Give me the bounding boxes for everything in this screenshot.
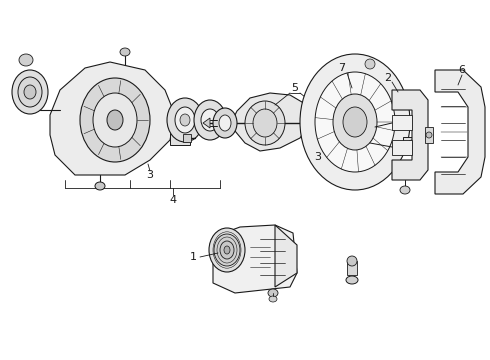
Ellipse shape (300, 54, 410, 190)
Ellipse shape (426, 132, 432, 138)
Ellipse shape (253, 109, 277, 137)
Ellipse shape (269, 296, 277, 302)
Polygon shape (50, 62, 175, 175)
Ellipse shape (107, 110, 123, 130)
Ellipse shape (315, 72, 395, 172)
Ellipse shape (209, 228, 245, 272)
Ellipse shape (224, 246, 230, 254)
Ellipse shape (19, 54, 33, 66)
Bar (183, 134, 191, 142)
Bar (392, 140, 412, 155)
Text: 6: 6 (459, 65, 466, 75)
Polygon shape (170, 130, 190, 145)
Ellipse shape (175, 107, 195, 133)
Bar (392, 115, 412, 130)
Polygon shape (203, 118, 210, 128)
Polygon shape (213, 225, 297, 293)
Polygon shape (230, 93, 310, 151)
Text: 7: 7 (339, 63, 345, 73)
Ellipse shape (93, 93, 137, 147)
Ellipse shape (220, 241, 234, 259)
Ellipse shape (213, 108, 237, 138)
Ellipse shape (268, 289, 278, 297)
Polygon shape (435, 70, 485, 194)
Ellipse shape (95, 182, 105, 190)
Ellipse shape (365, 59, 375, 69)
Polygon shape (392, 90, 428, 180)
Ellipse shape (12, 70, 48, 114)
Ellipse shape (194, 100, 226, 140)
Ellipse shape (18, 77, 42, 107)
Text: 1: 1 (190, 252, 196, 262)
Ellipse shape (346, 276, 358, 284)
Ellipse shape (80, 78, 150, 162)
Ellipse shape (120, 48, 130, 56)
Text: 3: 3 (147, 170, 153, 180)
Text: 2: 2 (385, 73, 392, 83)
Text: 4: 4 (170, 195, 176, 205)
Bar (425, 127, 433, 143)
Polygon shape (275, 225, 297, 287)
Ellipse shape (180, 114, 190, 126)
Ellipse shape (400, 186, 410, 194)
Ellipse shape (408, 140, 416, 148)
Ellipse shape (24, 85, 36, 99)
Ellipse shape (245, 101, 285, 145)
Polygon shape (403, 137, 420, 152)
Ellipse shape (314, 115, 326, 131)
Text: 3: 3 (315, 152, 321, 162)
Ellipse shape (219, 115, 231, 131)
Ellipse shape (343, 107, 367, 137)
Ellipse shape (214, 234, 240, 266)
Ellipse shape (347, 256, 357, 266)
Ellipse shape (167, 98, 203, 142)
Bar (347, 261, 357, 275)
Ellipse shape (201, 109, 219, 131)
Text: 5: 5 (292, 83, 298, 93)
Ellipse shape (308, 108, 332, 138)
Ellipse shape (333, 94, 377, 150)
